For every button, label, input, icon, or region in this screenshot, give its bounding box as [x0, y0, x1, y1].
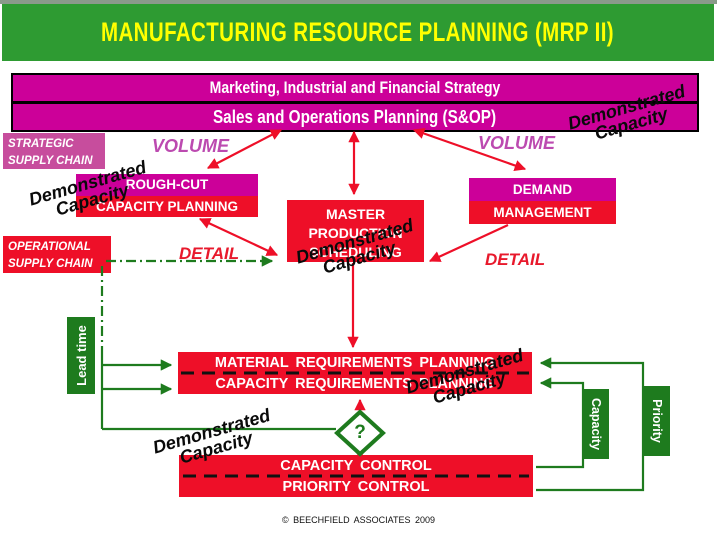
- mps-line2: PRODUCTION: [308, 225, 403, 242]
- priority-label: Priority: [649, 399, 664, 443]
- capacity-priority-control-box: CAPACITY CONTROL PRIORITY CONTROL: [179, 455, 533, 497]
- strategic-line1: STRATEGIC: [8, 138, 74, 150]
- decision-question-mark: ?: [354, 422, 366, 443]
- priority-control-line: PRIORITY CONTROL: [282, 478, 430, 495]
- strategy-row-marketing-label: Marketing, Industrial and Financial Stra…: [209, 78, 501, 97]
- operational-supply-chain-tag: OPERATIONAL SUPPLY CHAIN: [3, 236, 111, 273]
- management-label: MANAGEMENT: [469, 201, 616, 224]
- rough-cut-label: ROUGH-CUT: [76, 174, 258, 196]
- strategy-divider: [13, 101, 697, 104]
- lead-time-tab: Lead time: [67, 317, 95, 394]
- demand-label: DEMAND: [469, 178, 616, 201]
- title-bar: MANUFACTURING RESOURCE PLANNING (MRP II): [2, 4, 714, 61]
- strategic-supply-chain-tag: STRATEGIC SUPPLY CHAIN: [3, 133, 105, 169]
- detail-label-left: DETAIL: [179, 244, 240, 263]
- copyright-note: © BEECHFIELD ASSOCIATES 2009: [281, 515, 436, 525]
- volume-label-left: VOLUME: [152, 136, 230, 156]
- strategic-line2: SUPPLY CHAIN: [8, 154, 93, 167]
- mrp-line1: MATERIAL REQUIREMENTS PLANNING: [214, 354, 496, 371]
- detail-label-right: DETAIL: [485, 250, 546, 269]
- mps-line1: MASTER: [325, 206, 386, 222]
- page-title: MANUFACTURING RESOURCE PLANNING (MRP II): [101, 17, 615, 47]
- rough-cut-capacity-planning-box: ROUGH-CUT CAPACITY PLANNING: [76, 174, 258, 217]
- priority-feedback-tab: Priority: [643, 386, 670, 456]
- demand-management-box: DEMAND MANAGEMENT: [469, 178, 616, 224]
- capacity-feedback-tab: Capacity: [583, 389, 609, 459]
- operational-line2: SUPPLY CHAIN: [8, 257, 93, 270]
- mps-line3: SCHEDULING: [309, 244, 402, 261]
- capacity-label: Capacity: [589, 397, 604, 451]
- feedback-capacity-loop: [536, 377, 585, 469]
- master-production-scheduling-box: MASTER PRODUCTION SCHEDULING: [287, 200, 424, 262]
- capacity-planning-label: CAPACITY PLANNING: [76, 195, 258, 217]
- operational-line1: OPERATIONAL: [8, 241, 91, 253]
- capacity-control-line: CAPACITY CONTROL: [280, 457, 432, 474]
- lead-time-label: Lead time: [73, 325, 89, 386]
- volume-label-right: VOLUME: [478, 133, 556, 153]
- strategy-row-sop: Sales and Operations Planning (S&OP): [13, 104, 697, 130]
- top-edge-strip: [0, 0, 717, 4]
- crp-line2: CAPACITY REQUIREMENTS PLANNING: [215, 375, 495, 392]
- strategy-row-marketing: Marketing, Industrial and Financial Stra…: [13, 75, 697, 101]
- strategy-row-sop-label: Sales and Operations Planning (S&OP): [213, 106, 497, 127]
